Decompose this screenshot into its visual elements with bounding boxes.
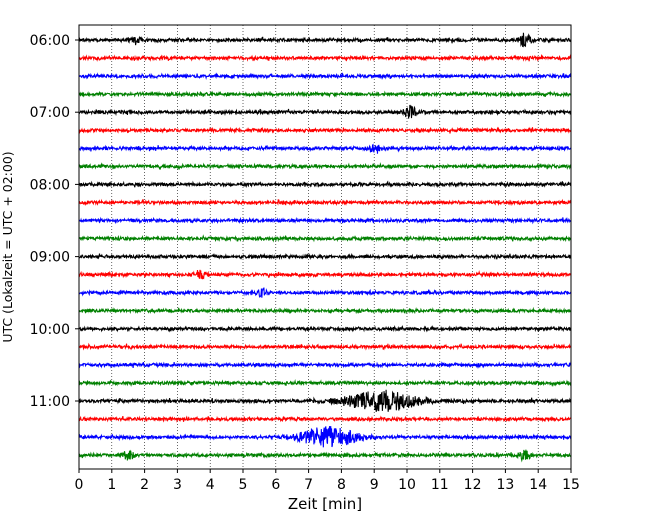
x-tick-label: 6 (271, 477, 280, 493)
x-tick-label: 4 (206, 477, 215, 493)
y-axis-ticks: 06:00 07:00 08:00 09:00 10:00 11:00 (30, 33, 79, 410)
trace-line (78, 306, 572, 315)
seismic-traces (78, 32, 572, 463)
x-tick-label: 3 (173, 477, 182, 493)
x-tick-label: 5 (239, 477, 248, 493)
x-axis-ticks: 0 1 2 3 4 5 6 7 8 9 10 11 12 13 14 15 (75, 469, 580, 493)
trace-line (78, 287, 572, 298)
y-tick-label: 07:00 (30, 105, 70, 121)
x-tick-label: 8 (337, 477, 346, 493)
y-tick-label: 06:00 (30, 33, 70, 49)
x-tick-label: 15 (562, 477, 580, 493)
trace-line (78, 32, 572, 48)
y-tick-label: 08:00 (30, 177, 70, 193)
x-tick-label: 1 (107, 477, 116, 493)
grid-lines (111, 25, 539, 469)
trace-line (78, 449, 572, 463)
trace-line (78, 216, 572, 225)
trace-line (78, 361, 572, 369)
y-tick-label: 09:00 (30, 250, 70, 266)
trace-line (78, 415, 572, 423)
trace-line (78, 104, 572, 119)
trace-line (78, 389, 572, 412)
trace-line (78, 180, 572, 189)
trace-line (78, 198, 572, 207)
trace-line (78, 252, 572, 261)
x-tick-label: 2 (140, 477, 149, 493)
trace-line (78, 126, 572, 134)
y-tick-label: 10:00 (30, 322, 70, 338)
trace-line (78, 162, 572, 171)
x-tick-label: 12 (464, 477, 482, 493)
x-tick-label: 14 (529, 477, 547, 493)
y-axis-label: UTC (Lokalzeit = UTC + 02:00) (0, 151, 15, 342)
plot-frame (78, 24, 572, 470)
trace-line (78, 324, 572, 333)
trace-line (78, 90, 572, 99)
x-tick-label: 0 (75, 477, 84, 493)
trace-line (78, 269, 572, 280)
x-tick-label: 10 (398, 477, 416, 493)
trace-line (78, 379, 572, 388)
x-tick-label: 7 (304, 477, 313, 493)
trace-line (78, 425, 572, 448)
trace-line (78, 234, 572, 243)
trace-line (78, 342, 572, 351)
x-tick-label: 11 (431, 477, 449, 493)
x-tick-label: 9 (370, 477, 379, 493)
trace-line (78, 143, 572, 154)
x-tick-label: 13 (496, 477, 514, 493)
x-axis-label: Zeit [min] (288, 495, 362, 513)
trace-line (78, 53, 572, 62)
trace-line (78, 72, 572, 81)
y-tick-label: 11:00 (30, 394, 70, 410)
